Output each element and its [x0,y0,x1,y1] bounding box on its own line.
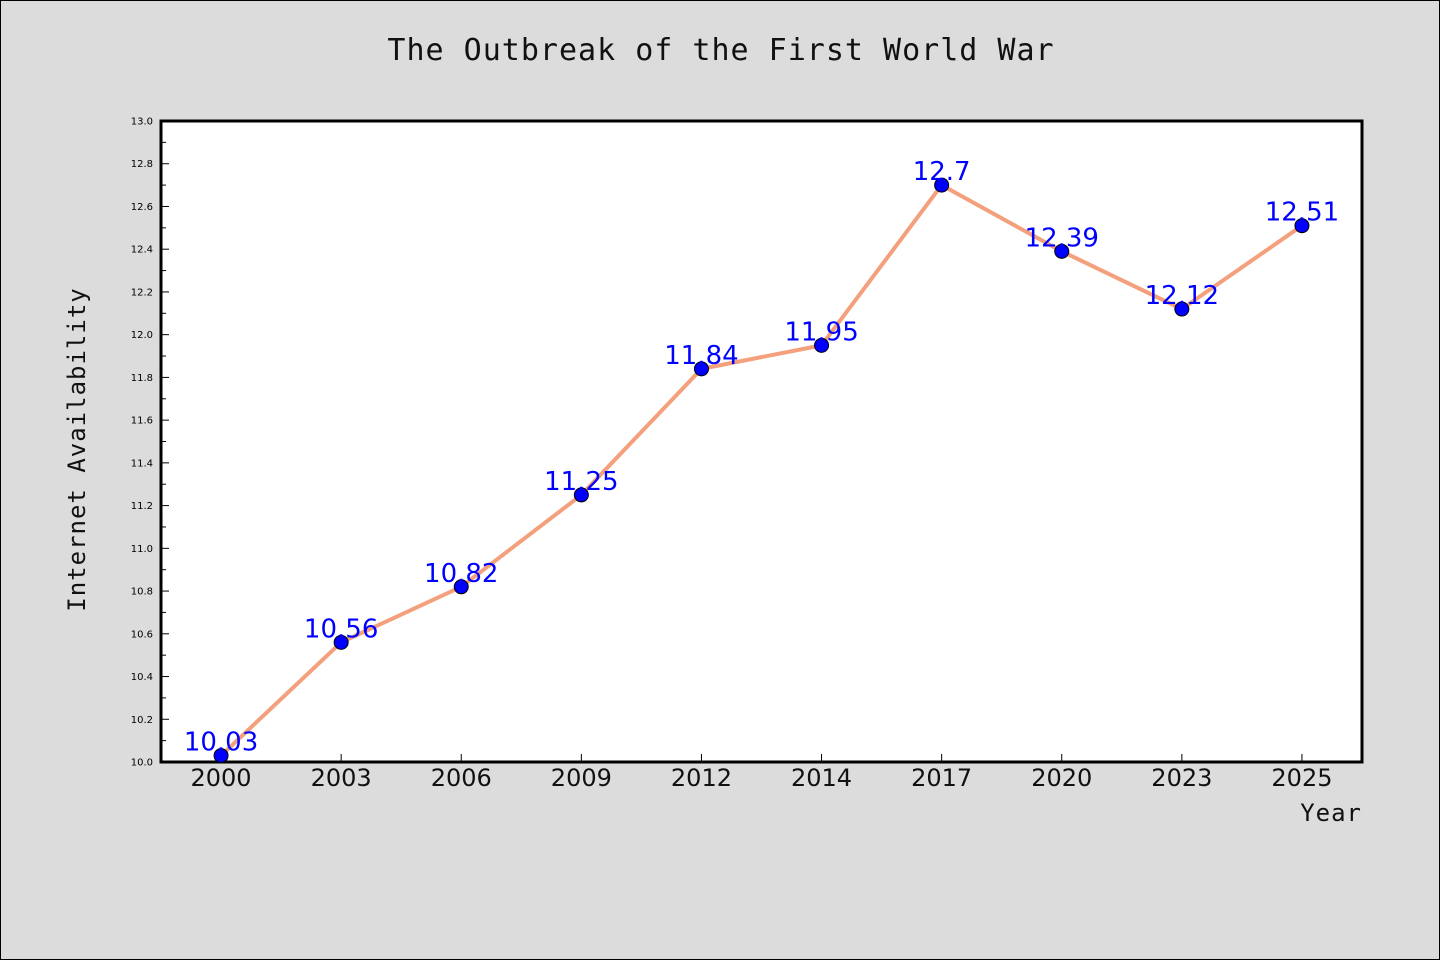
data-point [1174,301,1190,317]
y-axis-title: Internet Availability [63,287,91,611]
data-label: 12.51 [1265,198,1339,228]
y-tick-label: 10.6 [131,629,153,640]
y-tick-label: 11.6 [131,416,153,427]
x-tick-label: 2020 [1031,764,1092,792]
y-tick-label: 10.8 [131,587,153,598]
x-axis-title: Year [1300,799,1362,827]
x-tick-label: 2014 [791,764,852,792]
data-label: 10.82 [424,559,498,589]
y-tick-label: 10.0 [131,758,153,769]
y-tick-label: 11.2 [131,501,153,512]
y-tick-label: 10.2 [131,715,153,726]
data-point [693,361,709,377]
data-label: 10.03 [184,728,258,758]
y-axis: 10.0 10.2 10.4 10.6 10.8 11.0 11.2 11.4 11.6 11.8… [131,117,169,769]
x-tick-label: 2025 [1271,764,1332,792]
data-label: 11.25 [544,467,618,497]
x-tick-label: 2017 [911,764,972,792]
data-labels: 10.03 10.56 10.82 11.25 11.84 11.95 12.7 12.39 1… [184,157,1339,757]
data-point [333,634,349,650]
y-tick-label: 11.8 [131,373,153,384]
data-point [1054,243,1070,259]
y-tick-label: 11.4 [131,458,153,469]
y-tick-label: 12.4 [131,245,153,256]
series-line [219,183,1304,758]
data-point [814,337,830,353]
data-point [573,487,589,503]
data-label: 12.7 [913,157,971,187]
data-point [934,177,950,193]
x-tick-label: 2000 [191,764,252,792]
data-point [1294,218,1310,234]
data-label: 12.12 [1145,281,1219,311]
x-tick-label: 2012 [671,764,732,792]
y-tick-label: 12.2 [131,287,153,298]
data-label: 12.39 [1025,223,1099,253]
series-markers [213,177,1310,764]
x-axis: 2000 2003 2006 2009 2012 2014 2017 2020 2023 2025 [191,754,1332,792]
data-point [213,748,229,764]
y-tick-label: 12.6 [131,202,153,213]
y-tick-label: 12.0 [131,330,153,341]
data-label: 11.95 [784,317,858,347]
x-tick-label: 2003 [311,764,372,792]
data-label: 11.84 [664,341,738,371]
x-tick-label: 2006 [431,764,492,792]
y-tick-label: 11.0 [131,544,153,555]
y-tick-label: 10.4 [131,672,153,683]
y-tick-label: 12.8 [131,159,153,170]
x-tick-label: 2023 [1151,764,1212,792]
x-tick-label: 2009 [551,764,612,792]
plot-area [159,119,1364,764]
chart-title: The Outbreak of the First World War [387,33,1055,68]
y-tick-label: 13.0 [131,117,153,128]
data-label: 10.56 [304,614,378,644]
data-point [453,579,469,595]
